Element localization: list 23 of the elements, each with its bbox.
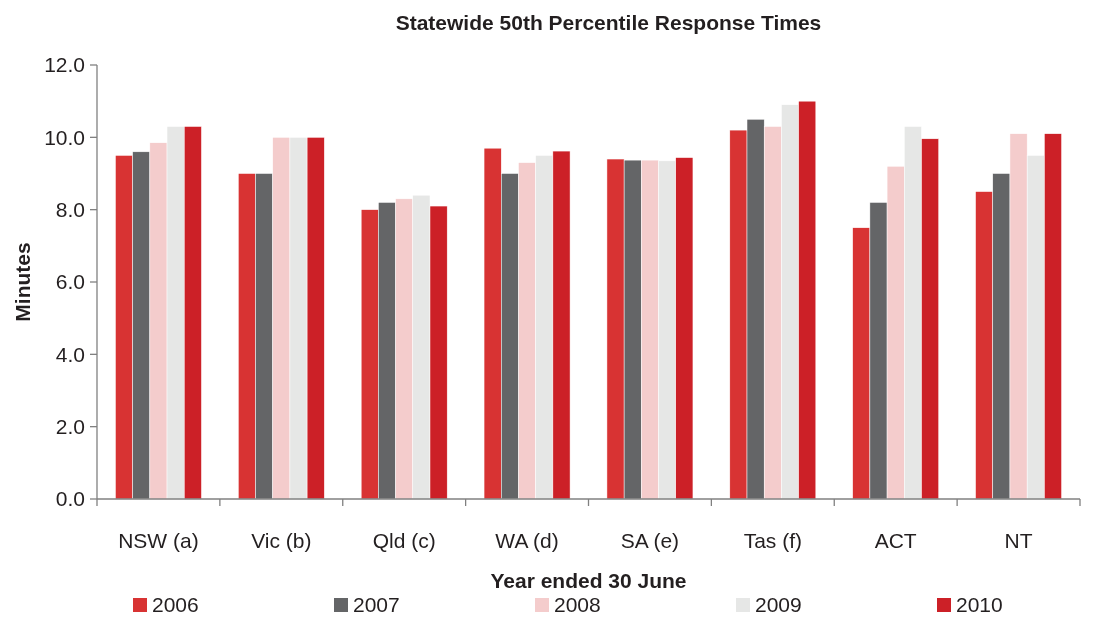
x-tick-label: Vic (b) <box>251 529 312 552</box>
y-tick-label: 4.0 <box>55 342 85 366</box>
x-tick-label: WA (d) <box>495 529 559 552</box>
legend-label: 2006 <box>152 593 199 616</box>
chart-title: Statewide 50th Percentile Response Times <box>395 11 822 34</box>
x-tick-label: SA (e) <box>620 529 680 552</box>
legend-label: 2010 <box>956 593 1003 616</box>
y-tick-label: 8.0 <box>55 198 85 222</box>
x-tick-label: Tas (f) <box>743 529 802 552</box>
x-tick-label: ACT <box>874 529 917 552</box>
y-tick-label: 0.0 <box>55 487 85 511</box>
y-axis-title: Minutes <box>11 242 34 322</box>
legend-label: 2007 <box>353 593 400 616</box>
legend-label: 2009 <box>755 593 802 616</box>
x-axis-title: Year ended 30 June <box>490 569 687 592</box>
y-tick-label: 6.0 <box>55 270 85 294</box>
y-tick-label: 10.0 <box>44 125 85 149</box>
x-tick-label: Qld (c) <box>372 529 436 552</box>
y-tick-label: 2.0 <box>55 415 85 439</box>
y-tick-label: 12.0 <box>44 53 85 77</box>
x-tick-label: NT <box>1004 529 1033 552</box>
x-tick-label: NSW (a) <box>118 529 199 552</box>
legend-label: 2008 <box>554 593 601 616</box>
